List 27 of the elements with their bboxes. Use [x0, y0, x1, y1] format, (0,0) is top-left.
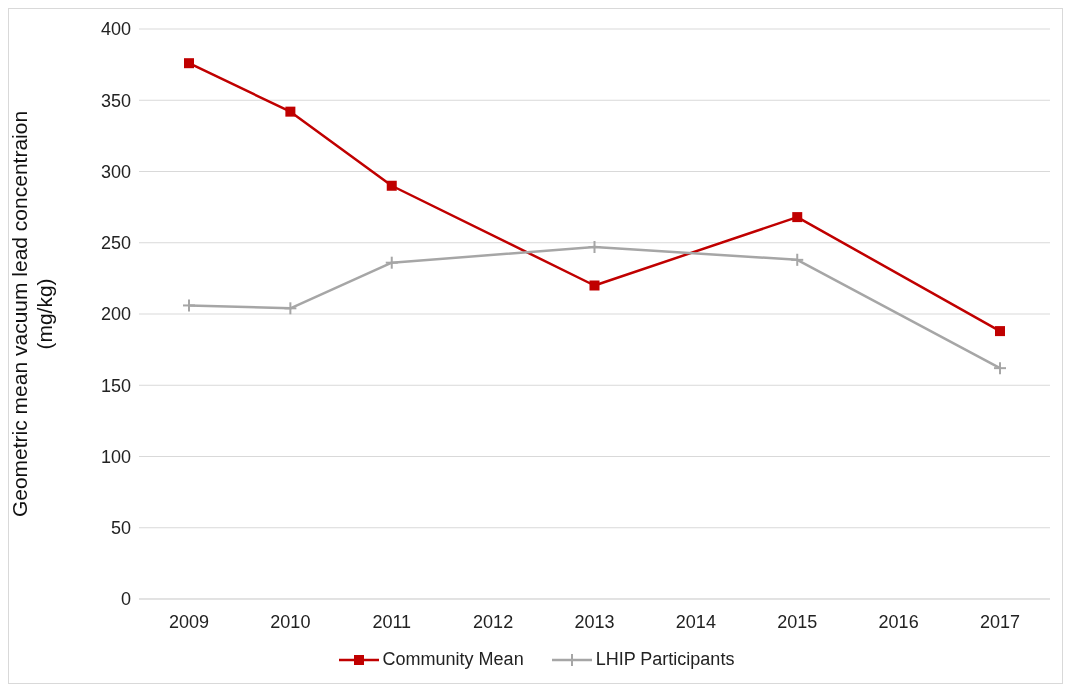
y-tick-label: 150	[100, 375, 131, 396]
y-axis-title: Geometric mean vacuum lead concentraion (mg/kg)	[8, 110, 56, 518]
legend-label: Community Mean	[382, 649, 524, 670]
legend-label: LHIP Participants	[595, 649, 735, 670]
point	[995, 326, 1005, 337]
point	[285, 106, 296, 117]
y-tick-label: 300	[100, 161, 131, 182]
x-tick-label: 2010	[270, 611, 311, 632]
x-tick-label: 2013	[574, 611, 615, 632]
y-tick-label: 200	[100, 304, 131, 325]
y-tick-label: 0	[120, 589, 131, 610]
x-tick-label: 2009	[168, 611, 210, 632]
point	[386, 180, 397, 191]
point	[792, 212, 803, 223]
x-tick-label: 2017	[979, 611, 1021, 632]
x-tick-label: 2016	[878, 611, 919, 632]
x-tick-label: 2011	[372, 611, 412, 632]
x-tick-label: 2014	[675, 611, 716, 632]
y-tick-label: 50	[110, 518, 131, 539]
x-tick-label: 2015	[777, 611, 818, 632]
y-tick-label: 250	[100, 233, 131, 254]
point	[184, 58, 194, 69]
point	[589, 280, 600, 291]
y-tick-label: 400	[100, 19, 131, 40]
y-tick-label: 350	[100, 90, 131, 111]
x-tick-label: 2012	[473, 611, 514, 632]
y-tick-label: 100	[100, 446, 131, 467]
